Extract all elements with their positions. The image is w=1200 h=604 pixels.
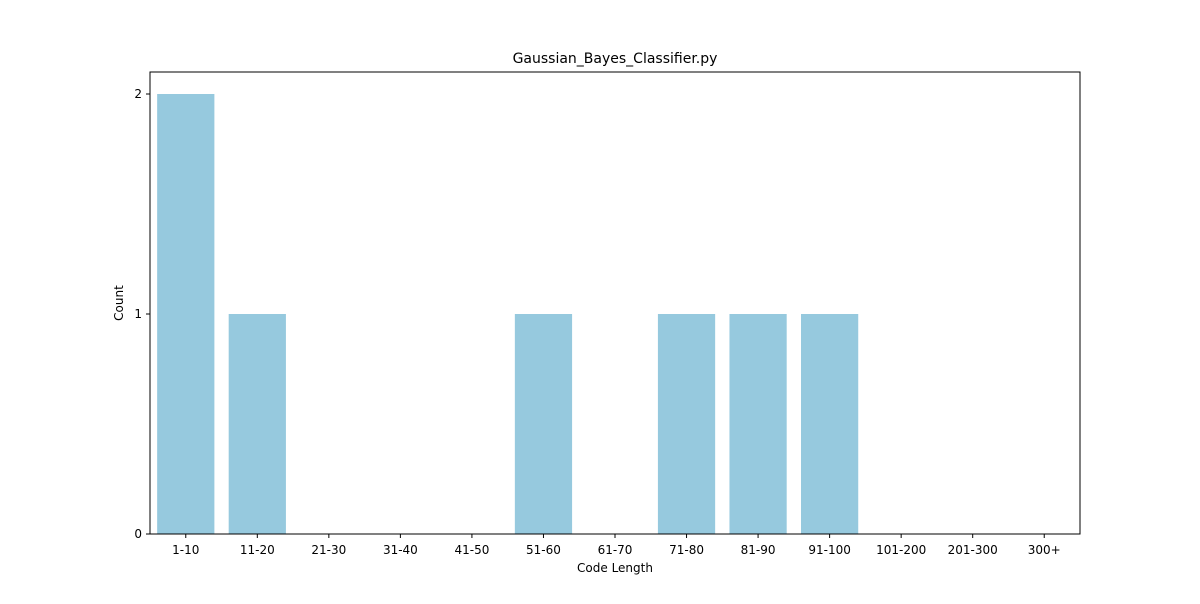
x-tick-label: 71-80: [669, 543, 704, 557]
y-axis-label: Count: [112, 285, 126, 321]
x-axis-label: Code Length: [577, 561, 653, 575]
bar-51-60: [514, 314, 573, 534]
bar-1-10: [157, 94, 215, 534]
y-tick-label: 2: [134, 87, 142, 101]
y-tick-label: 1: [134, 307, 142, 321]
x-tick-label: 11-20: [240, 543, 275, 557]
bar-11-20: [228, 314, 286, 534]
x-tick-label: 61-70: [598, 543, 633, 557]
bars-layer: [157, 94, 859, 534]
bar-71-80: [657, 314, 716, 534]
x-tick-label: 300+: [1028, 543, 1061, 557]
bar-81-90: [729, 314, 787, 534]
x-tick-label: 21-30: [311, 543, 346, 557]
ticks-layer: 1-10 11-20 21-30 31-40 41-50 51-60 61-70 71-80 8…: [134, 87, 1060, 557]
bar-91-100: [801, 314, 859, 534]
x-tick-label: 101-200: [876, 543, 926, 557]
x-tick-label: 51-60: [526, 543, 561, 557]
x-tick-label: 81-90: [741, 543, 776, 557]
y-tick-label: 0: [134, 527, 142, 541]
chart-title: Gaussian_Bayes_Classifier.py: [513, 51, 718, 67]
x-tick-label: 31-40: [383, 543, 418, 557]
x-tick-label: 201-300: [948, 543, 998, 557]
x-tick-label: 1-10: [172, 543, 199, 557]
x-tick-label: 41-50: [454, 543, 489, 557]
x-tick-label: 91-100: [808, 543, 851, 557]
